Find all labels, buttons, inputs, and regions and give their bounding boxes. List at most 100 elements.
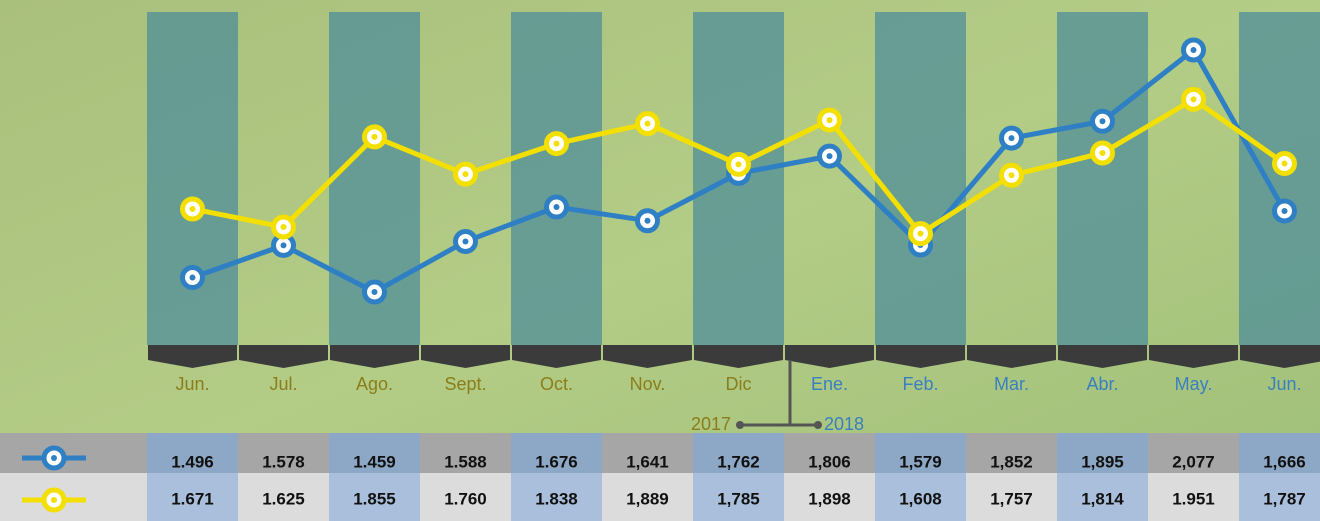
value-label: 1,785 — [717, 489, 760, 508]
value-label: 1,579 — [899, 452, 942, 471]
table-cell — [875, 473, 966, 521]
value-label: 1,641 — [626, 452, 669, 471]
point-center — [189, 205, 196, 212]
chevron — [330, 345, 419, 368]
value-label: 1,889 — [626, 489, 669, 508]
value-label: 1,787 — [1263, 489, 1306, 508]
chevron — [148, 345, 237, 368]
legend-marker-center — [51, 497, 57, 503]
table-cell — [147, 473, 238, 521]
value-label: 1.625 — [262, 489, 305, 508]
x-tick-label: Dic — [726, 374, 752, 394]
point-center — [1281, 207, 1288, 214]
point-center — [1099, 118, 1106, 125]
value-label: 1,757 — [990, 489, 1033, 508]
table-cell — [511, 433, 602, 473]
x-tick-label: Abr. — [1086, 374, 1118, 394]
value-label: 1,814 — [1081, 489, 1124, 508]
column-band — [1057, 12, 1148, 345]
point-center — [826, 117, 833, 124]
point-center — [189, 274, 196, 281]
value-label: 1,608 — [899, 489, 942, 508]
value-label: 1.760 — [444, 489, 487, 508]
point-center — [280, 223, 287, 230]
point-center — [462, 171, 469, 178]
x-tick-label: Ene. — [811, 374, 848, 394]
point-center — [644, 217, 651, 224]
value-label: 1,852 — [990, 452, 1033, 471]
table-cell — [693, 433, 784, 473]
value-label: 1.951 — [1172, 489, 1215, 508]
point-center — [553, 140, 560, 147]
chevron — [239, 345, 328, 368]
chevron — [1058, 345, 1147, 368]
chevron — [512, 345, 601, 368]
value-label: 1,806 — [808, 452, 851, 471]
x-tick-label: Mar. — [994, 374, 1029, 394]
point-center — [1099, 149, 1106, 156]
point-center — [1190, 96, 1197, 103]
chevron — [967, 345, 1056, 368]
value-label: 1.588 — [444, 452, 487, 471]
year-dot — [736, 421, 744, 429]
value-label: 1.676 — [535, 452, 578, 471]
x-tick-label: May. — [1175, 374, 1213, 394]
value-label: 2,077 — [1172, 452, 1215, 471]
x-tick-label: Jun. — [175, 374, 209, 394]
chevron — [785, 345, 874, 368]
chevron — [1149, 345, 1238, 368]
point-center — [553, 204, 560, 211]
chevron — [876, 345, 965, 368]
chevron — [694, 345, 783, 368]
point-center — [826, 153, 833, 160]
column-band — [147, 12, 238, 345]
table-cell — [1239, 433, 1320, 473]
x-tick-label: Sept. — [444, 374, 486, 394]
x-tick-label: Nov. — [630, 374, 666, 394]
chevron — [421, 345, 510, 368]
table-cell — [693, 473, 784, 521]
value-label: 1,762 — [717, 452, 760, 471]
table-cell — [1057, 473, 1148, 521]
point-center — [917, 230, 924, 237]
value-label: 1.459 — [353, 452, 396, 471]
year-dot — [814, 421, 822, 429]
point-center — [462, 238, 469, 245]
value-label: 1.496 — [171, 452, 214, 471]
year-label: 2018 — [824, 414, 864, 434]
point-center — [735, 161, 742, 168]
year-label: 2017 — [691, 414, 731, 434]
point-center — [1190, 47, 1197, 53]
point-center — [280, 242, 287, 249]
x-tick-label: Feb. — [902, 374, 938, 394]
value-label: 1,898 — [808, 489, 851, 508]
chevron — [603, 345, 692, 368]
table-cell — [511, 473, 602, 521]
point-center — [1008, 135, 1015, 142]
value-label: 1,895 — [1081, 452, 1124, 471]
column-band — [1239, 12, 1320, 345]
value-label: 1.671 — [171, 489, 214, 508]
legend-marker-center — [51, 455, 57, 461]
x-tick-label: Oct. — [540, 374, 573, 394]
table-cell — [329, 433, 420, 473]
value-label: 1,666 — [1263, 452, 1306, 471]
x-tick-label: Ago. — [356, 374, 393, 394]
table-cell — [1239, 473, 1320, 521]
table-cell — [1057, 433, 1148, 473]
point-center — [644, 120, 651, 127]
table-cell — [147, 433, 238, 473]
column-band — [875, 12, 966, 345]
point-center — [371, 133, 378, 140]
table-cell — [875, 433, 966, 473]
column-band — [511, 12, 602, 345]
value-label: 1.578 — [262, 452, 305, 471]
chevron — [1240, 345, 1320, 368]
point-center — [371, 289, 378, 295]
point-center — [1008, 172, 1015, 179]
value-label: 1.855 — [353, 489, 396, 508]
x-tick-label: Jul. — [269, 374, 297, 394]
value-label: 1.838 — [535, 489, 578, 508]
x-tick-label: Jun. — [1267, 374, 1301, 394]
